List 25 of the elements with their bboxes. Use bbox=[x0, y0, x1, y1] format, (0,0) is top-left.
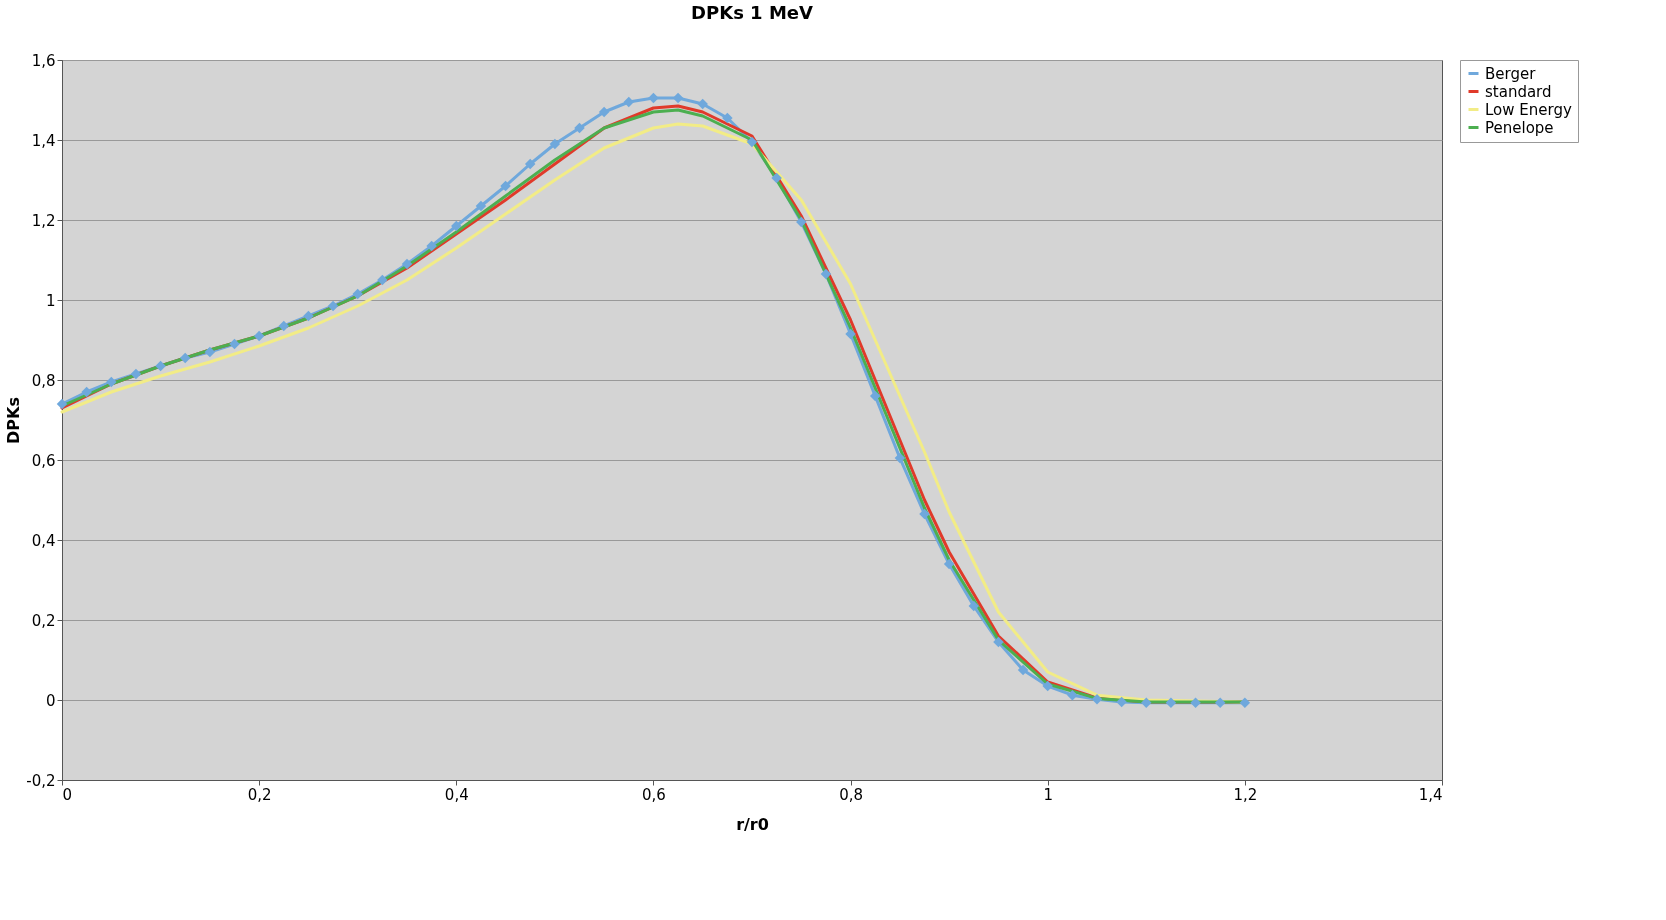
chart-title: DPKs 1 MeV bbox=[691, 2, 814, 23]
y-tick-label: 0,8 bbox=[31, 371, 56, 390]
legend-label: standard bbox=[1485, 82, 1552, 101]
x-tick-label: 0,8 bbox=[839, 785, 863, 804]
y-tick-label: 0,6 bbox=[31, 451, 56, 470]
legend-label: Berger bbox=[1485, 64, 1537, 83]
x-tick-label: 0,4 bbox=[444, 785, 469, 804]
y-tick-label: 0 bbox=[45, 691, 56, 710]
y-tick-label: 1,4 bbox=[31, 131, 56, 150]
x-axis-title: r/r0 bbox=[736, 814, 769, 834]
x-tick-label: 1,2 bbox=[1233, 785, 1258, 804]
y-tick-label: 0,4 bbox=[31, 531, 56, 550]
y-tick-label: 0,2 bbox=[31, 611, 56, 630]
y-tick-label: 1,2 bbox=[31, 211, 56, 230]
y-axis-title: DPKs bbox=[4, 397, 24, 444]
y-tick-label: -0,2 bbox=[26, 771, 56, 790]
x-tick-label: 1 bbox=[1043, 785, 1053, 804]
x-tick-label: 1,4 bbox=[1418, 785, 1443, 804]
y-tick-label: 1 bbox=[45, 291, 56, 310]
legend-label: Low Energy bbox=[1485, 100, 1572, 119]
x-tick-label: 0,6 bbox=[642, 785, 666, 804]
legend-label: Penelope bbox=[1485, 118, 1554, 137]
x-tick-label: 0,2 bbox=[247, 785, 272, 804]
y-tick-label: 1,6 bbox=[31, 51, 56, 70]
x-tick-label: 0 bbox=[62, 785, 73, 804]
